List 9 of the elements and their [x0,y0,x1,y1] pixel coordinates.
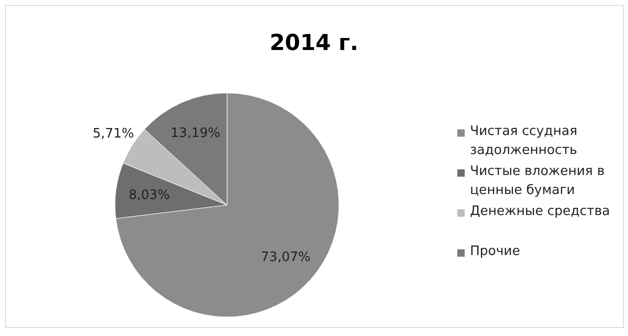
data-label: 8,03% [128,188,170,203]
data-label: 13,19% [170,126,220,142]
chart-title: 2014 г. [270,31,358,56]
legend-label: Чистая ссудная задолженность [470,124,578,158]
data-label: 5,71% [92,126,134,142]
data-label: 73,07% [260,250,310,265]
legend-label: Прочие [470,244,520,259]
legend-label: Денежные средства [470,204,610,219]
legend-label: Чистые вложения в ценные бумаги [470,164,605,198]
